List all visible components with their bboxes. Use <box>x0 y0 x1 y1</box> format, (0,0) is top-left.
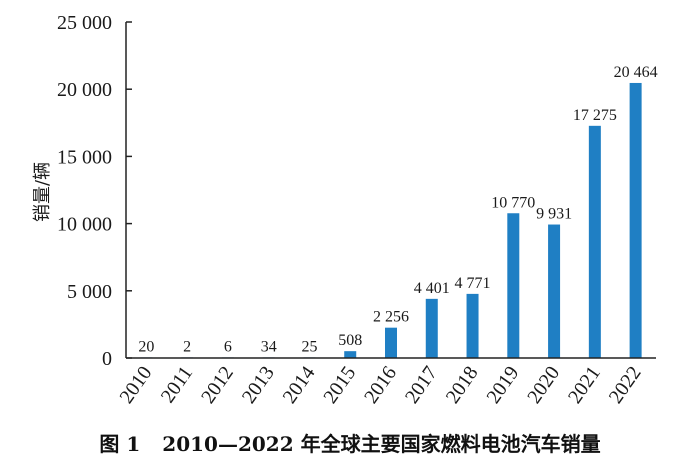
bar-2015 <box>344 351 357 358</box>
data-label-2017: 4 401 <box>414 280 450 297</box>
x-tick-label-2013: 2013 <box>238 362 279 407</box>
x-tick-label-2015: 2015 <box>319 362 360 407</box>
bar-2022 <box>629 82 642 358</box>
data-label-2018: 4 771 <box>455 275 491 292</box>
x-tick-label-2010: 2010 <box>116 362 157 407</box>
y-tick-label: 20 000 <box>57 79 112 101</box>
x-tick-label-2021: 2021 <box>564 362 605 407</box>
data-label-2016: 2 256 <box>373 309 409 326</box>
x-tick-label-2014: 2014 <box>279 362 320 407</box>
y-tick-label: 15 000 <box>57 146 112 168</box>
y-axis-title: 销量/辆 <box>32 162 53 222</box>
x-tick-label-2018: 2018 <box>442 362 483 407</box>
data-label-2014: 25 <box>301 338 317 355</box>
data-label-2012: 6 <box>224 338 232 355</box>
x-tick-label-2011: 2011 <box>157 362 198 407</box>
x-tick-label-2020: 2020 <box>523 362 564 407</box>
figure-caption-text: 2010—2022 年全球主要国家燃料电池汽车销量 <box>162 432 601 456</box>
y-tick-label: 10 000 <box>57 214 112 236</box>
data-label-2019: 10 770 <box>491 194 535 211</box>
data-label-2013: 34 <box>261 338 277 355</box>
y-tick-label: 25 000 <box>57 12 112 34</box>
bar-2020 <box>548 224 561 358</box>
y-ticks <box>126 21 132 359</box>
data-label-2010: 20 <box>138 338 154 355</box>
figure-caption: 图 1 2010—2022 年全球主要国家燃料电池汽车销量 <box>0 428 700 457</box>
x-tick-label-2017: 2017 <box>401 362 442 407</box>
x-tick-label-2012: 2012 <box>197 362 238 407</box>
y-tick-label: 0 <box>102 348 112 370</box>
y-tick-labels: 0 5 000 10 000 15 000 20 000 25 000 <box>57 12 112 370</box>
data-label-2015: 508 <box>338 332 362 349</box>
bars-group <box>140 82 642 358</box>
x-tick-label-2016: 2016 <box>360 362 401 407</box>
data-label-2020: 9 931 <box>536 206 572 223</box>
x-tick-label-2022: 2022 <box>605 362 646 407</box>
bar-2018 <box>466 293 479 358</box>
bar-2019 <box>507 213 520 358</box>
y-tick-label: 5 000 <box>67 281 112 303</box>
x-tick-label-2019: 2019 <box>482 362 523 407</box>
data-label-2011: 2 <box>183 338 191 355</box>
figure-number: 图 1 <box>99 432 141 456</box>
bar-2017 <box>425 298 438 358</box>
data-label-2022: 20 464 <box>614 64 658 81</box>
data-label-2021: 17 275 <box>573 107 617 124</box>
bar-2016 <box>385 327 397 358</box>
x-tick-labels: 2010 2011 2012 2013 2014 2015 2016 2017 2018 2019… <box>116 362 646 407</box>
bar-2021 <box>588 125 601 358</box>
